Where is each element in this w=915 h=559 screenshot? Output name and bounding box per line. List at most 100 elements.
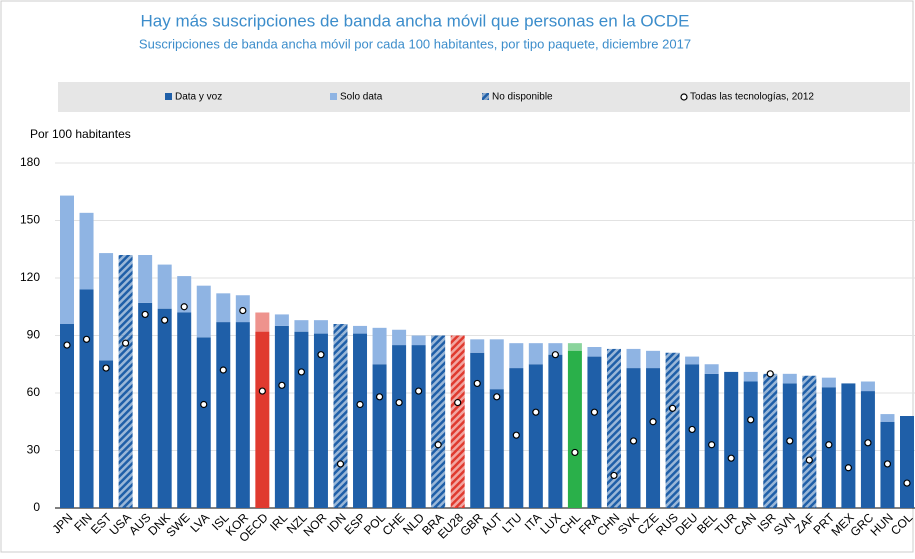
legend-marker [680,93,688,101]
bar [646,368,661,508]
bar [782,383,797,508]
bar [665,352,680,508]
y-tick-label: 90 [27,328,41,342]
marker-2012 [219,366,227,374]
marker-2012 [844,464,852,472]
marker-2012 [610,471,618,480]
bar [216,322,231,508]
marker-2012 [708,441,716,449]
marker-2012 [512,431,520,439]
marker-2012 [82,335,91,343]
bar [235,322,250,508]
legend-label: No disponible [492,92,553,103]
bar [79,212,94,290]
marker-2012 [747,416,755,424]
bar [763,373,778,508]
marker-2012 [688,425,696,434]
bar [489,339,504,390]
marker-2012 [454,398,462,407]
marker-2012 [141,310,149,319]
bar [548,354,563,508]
marker-2012 [434,441,442,449]
marker-2012 [649,418,657,426]
marker-2012 [356,400,364,409]
y-tick-label: 180 [20,155,40,169]
marker-2012 [63,341,71,349]
bar [118,255,133,508]
legend-swatch [165,93,172,100]
bar [392,345,407,508]
bar [255,331,270,508]
bar [841,383,856,508]
marker-2012 [180,303,188,311]
bar [274,325,289,508]
bar [548,343,563,355]
bar [177,312,192,508]
bar [900,416,914,508]
marker-2012 [571,448,579,457]
bar [196,285,211,338]
bar [782,373,797,384]
bar [313,320,328,334]
legend-label: Todas las tecnologías, 2012 [690,92,814,103]
y-tick-label: 120 [20,270,40,284]
bar [411,345,426,508]
marker-2012 [590,408,599,416]
bar [724,371,739,508]
bar [489,389,504,508]
marker-2012 [903,479,911,487]
bar [157,308,172,508]
marker-2012 [161,316,169,324]
marker-2012 [297,368,306,376]
bar [177,276,192,313]
bar [196,337,211,508]
marker-2012 [336,460,345,468]
marker-2012 [415,387,423,395]
bar [587,356,602,508]
bar [60,195,74,324]
bar [509,343,524,369]
marker-2012 [532,408,540,416]
bar [411,335,426,346]
bar [704,364,719,374]
bar [372,327,387,365]
marker-2012 [883,460,892,468]
marker-2012 [727,454,735,462]
bar [821,377,836,388]
bar [255,312,270,332]
bar [99,360,114,508]
marker-2012 [278,381,286,389]
bar [470,352,485,508]
bar [587,347,602,357]
bar [294,320,309,332]
marker-2012 [473,379,481,388]
legend-label: Solo data [340,92,383,103]
bar [353,325,368,334]
bar [743,371,758,382]
marker-2012 [200,400,208,409]
bar [567,350,582,508]
bar [567,343,582,351]
marker-2012 [805,456,813,464]
bar [60,324,74,508]
marker-2012 [239,306,247,315]
bar [685,364,700,508]
chart-title: Hay más suscripciones de banda ancha móv… [140,11,689,30]
marker-2012 [864,439,872,447]
marker-2012 [122,339,130,347]
marker-2012 [375,393,384,401]
y-tick-label: 30 [27,443,41,457]
bar [138,302,153,508]
bar [685,356,700,365]
bar [646,350,661,369]
legend-swatch [482,93,489,100]
marker-2012 [825,441,833,449]
y-tick-label: 60 [27,385,41,399]
marker-2012 [395,398,403,407]
chart-subtitle: Suscripciones de banda ancha móvil por c… [139,36,691,51]
bar [528,343,543,365]
marker-2012 [258,387,266,395]
bar [860,391,875,508]
